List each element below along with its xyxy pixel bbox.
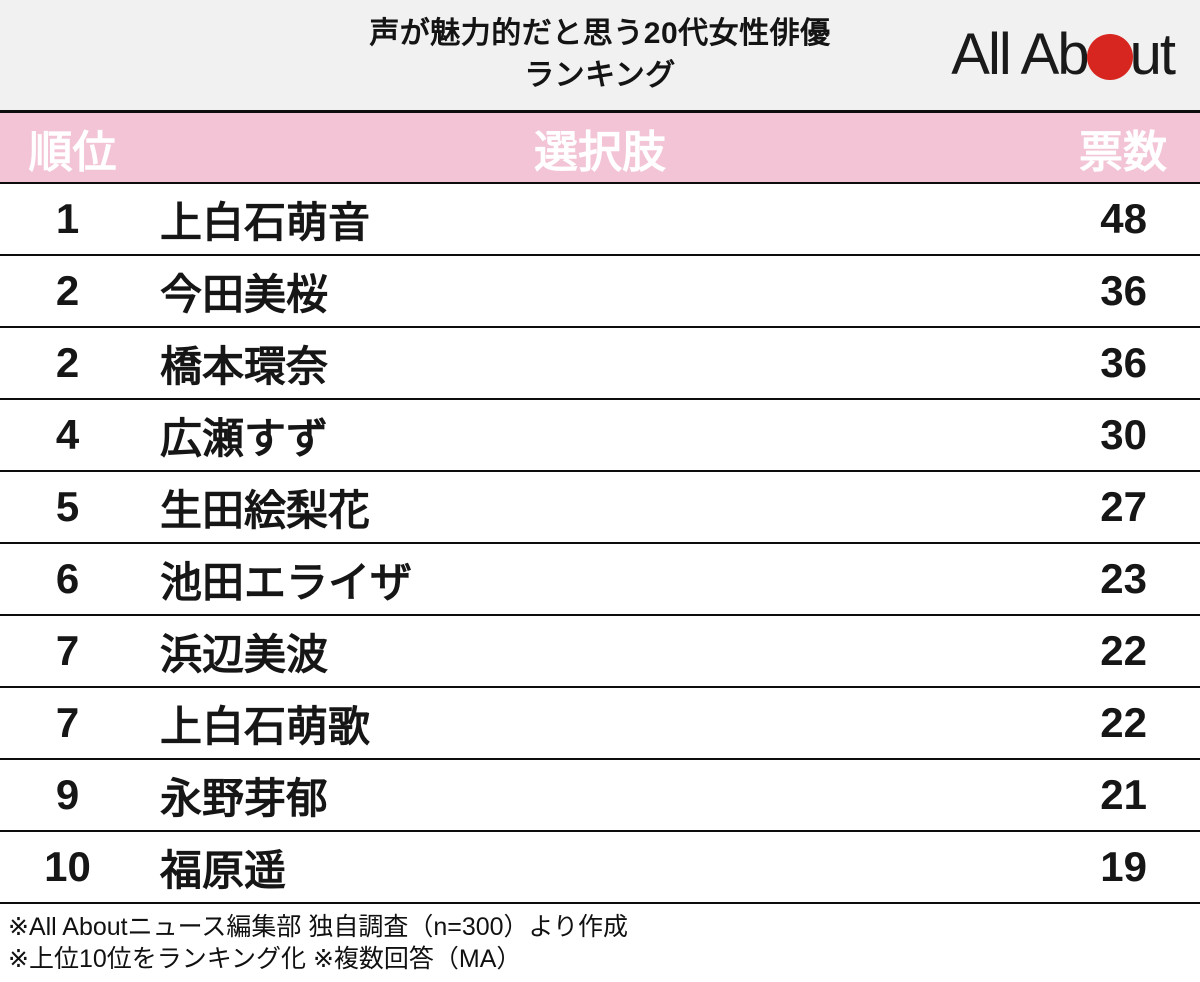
column-header-choice: 選択肢 bbox=[534, 127, 666, 177]
footer-notes: ※All Aboutニュース編集部 独自調査（n=300）より作成 ※上位10位… bbox=[0, 904, 1200, 982]
table-row: 7 上白石萌歌 22 bbox=[0, 688, 1200, 760]
footer-note-2: ※上位10位をランキング化 ※複数回答（MA） bbox=[8, 945, 522, 973]
logo-text-right: ut bbox=[1129, 22, 1176, 87]
logo-text-left: All Ab bbox=[951, 22, 1089, 87]
votes-cell: 22 bbox=[1100, 627, 1147, 674]
rank-cell: 7 bbox=[55, 699, 80, 746]
rank-cell: 2 bbox=[55, 339, 80, 386]
footer-note-1: ※All Aboutニュース編集部 独自調査（n=300）より作成 bbox=[8, 913, 629, 941]
table-row: 2 今田美桜 36 bbox=[0, 256, 1200, 328]
table-row: 2 橋本環奈 36 bbox=[0, 328, 1200, 400]
votes-cell: 21 bbox=[1100, 771, 1147, 818]
actor-name-cell: 上白石萌歌 bbox=[160, 702, 371, 750]
table-row: 1 上白石萌音 48 bbox=[0, 184, 1200, 256]
title-bar: 声が魅力的だと思う20代女性俳優 ランキング All Ab ut bbox=[0, 0, 1200, 110]
votes-cell: 36 bbox=[1100, 339, 1147, 386]
actor-name-cell: 広瀬すず bbox=[160, 414, 329, 462]
rank-cell: 6 bbox=[55, 555, 80, 602]
actor-name-cell: 浜辺美波 bbox=[160, 630, 329, 678]
rank-cell: 1 bbox=[55, 195, 80, 242]
votes-cell: 48 bbox=[1100, 195, 1147, 242]
rank-cell: 2 bbox=[55, 267, 80, 314]
actor-name-cell: 福原遥 bbox=[160, 846, 287, 894]
votes-cell: 23 bbox=[1100, 555, 1147, 602]
logo-red-circle-icon bbox=[1086, 34, 1133, 80]
actor-name-cell: 橋本環奈 bbox=[160, 342, 329, 390]
table-row: 10 福原遥 19 bbox=[0, 832, 1200, 904]
votes-cell: 30 bbox=[1100, 411, 1147, 458]
page-title: 声が魅力的だと思う20代女性俳優 ランキング bbox=[369, 13, 830, 97]
column-header-votes: 票数 bbox=[1079, 127, 1167, 177]
votes-cell: 22 bbox=[1100, 699, 1147, 746]
votes-cell: 19 bbox=[1100, 843, 1147, 890]
rank-cell: 7 bbox=[55, 627, 80, 674]
actor-name-cell: 永野芽郁 bbox=[160, 774, 329, 822]
page-title-line2: ランキング bbox=[524, 59, 676, 92]
table-row: 5 生田絵梨花 27 bbox=[0, 472, 1200, 544]
actor-name-cell: 上白石萌音 bbox=[160, 198, 371, 246]
table-row: 6 池田エライザ 23 bbox=[0, 544, 1200, 616]
votes-cell: 27 bbox=[1100, 483, 1147, 530]
actor-name-cell: 今田美桜 bbox=[160, 270, 329, 318]
votes-cell: 36 bbox=[1100, 267, 1147, 314]
table-body: 1 上白石萌音 48 2 今田美桜 36 2 橋本環奈 36 4 広瀬すず 30 5 生田絵梨花 27 6 池田… bbox=[0, 184, 1200, 904]
allabout-logo: All Ab ut bbox=[951, 26, 1176, 84]
table-row: 9 永野芽郁 21 bbox=[0, 760, 1200, 832]
actor-name-cell: 池田エライザ bbox=[160, 558, 413, 606]
page-title-line1: 声が魅力的だと思う20代女性俳優 bbox=[369, 17, 831, 50]
rank-cell: 9 bbox=[55, 771, 80, 818]
table-row: 4 広瀬すず 30 bbox=[0, 400, 1200, 472]
column-header-rank: 順位 bbox=[28, 127, 117, 177]
table-row: 7 浜辺美波 22 bbox=[0, 616, 1200, 688]
actor-name-cell: 生田絵梨花 bbox=[160, 486, 371, 534]
rank-cell: 5 bbox=[55, 483, 80, 530]
rank-cell: 4 bbox=[55, 411, 80, 458]
table-header-row: 順位 選択肢 票数 bbox=[0, 110, 1200, 184]
rank-cell: 10 bbox=[44, 843, 91, 890]
